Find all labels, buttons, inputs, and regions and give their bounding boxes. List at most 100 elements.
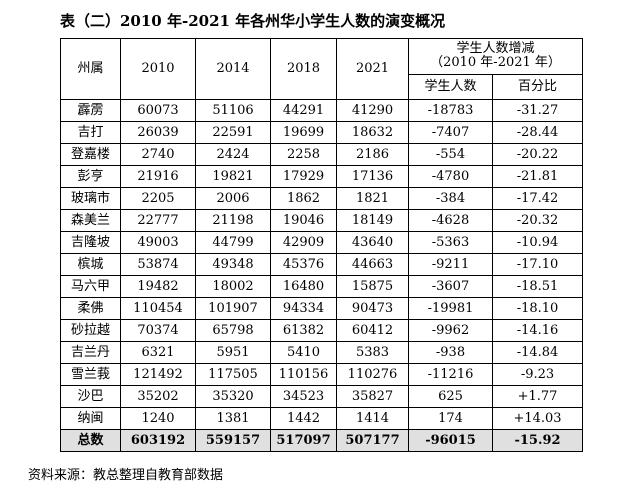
cell-2018: 1862 xyxy=(270,187,337,210)
cell-2010: 19482 xyxy=(120,275,196,298)
cell-change: -9962 xyxy=(408,319,493,342)
cell-2021: 60412 xyxy=(336,319,409,342)
cell-2021: 17136 xyxy=(336,165,409,188)
cell-2018: 2258 xyxy=(270,143,337,166)
cell-state: 吉兰丹 xyxy=(60,341,121,364)
cell-2021: 18632 xyxy=(336,121,409,144)
cell-percent: -18.51 xyxy=(491,275,584,298)
cell-change: 174 xyxy=(408,407,493,430)
cell-change: -4780 xyxy=(408,165,493,188)
header-change-group: 学生人数增减 （2010 年-2021 年） xyxy=(407,38,584,75)
table-row: 马六甲 19482 18002 16480 15875 -3607 -18.51 xyxy=(60,275,584,298)
cell-2014: 101907 xyxy=(195,297,271,320)
cell-2014: 22591 xyxy=(195,121,271,144)
header-year-2010: 2010 xyxy=(120,38,196,100)
cell-change: -18783 xyxy=(408,99,493,122)
cell-2021: 43640 xyxy=(336,231,409,254)
table-row: 砂拉越 70374 65798 61382 60412 -9962 -14.16 xyxy=(60,319,584,342)
cell-2021: 5383 xyxy=(336,341,409,364)
cell-2018: 16480 xyxy=(270,275,337,298)
table-row: 玻璃市 2205 2006 1862 1821 -384 -17.42 xyxy=(60,187,584,210)
cell-2018: 42909 xyxy=(270,231,337,254)
cell-2010: 49003 xyxy=(120,231,196,254)
cell-2014: 5951 xyxy=(195,341,271,364)
table-row: 吉打 26039 22591 19699 18632 -7407 -28.44 xyxy=(60,121,584,144)
total-2018: 517097 xyxy=(270,429,337,452)
cell-2014: 51106 xyxy=(195,99,271,122)
header-state: 州属 xyxy=(60,38,121,100)
cell-state: 雪兰莪 xyxy=(60,363,121,386)
cell-percent: +1.77 xyxy=(491,385,584,408)
cell-2010: 22777 xyxy=(120,209,196,232)
cell-change: -384 xyxy=(408,187,493,210)
cell-2018: 61382 xyxy=(270,319,337,342)
total-2010: 603192 xyxy=(120,429,196,452)
cell-2010: 26039 xyxy=(120,121,196,144)
cell-2018: 19046 xyxy=(270,209,337,232)
table-row: 登嘉楼 2740 2424 2258 2186 -554 -20.22 xyxy=(60,143,584,166)
cell-2021: 1414 xyxy=(336,407,409,430)
header-year-2014: 2014 xyxy=(195,38,271,100)
table-body: 霹雳 60073 51106 44291 41290 -18783 -31.27… xyxy=(60,99,584,452)
cell-2018: 110156 xyxy=(270,363,337,386)
total-label: 总数 xyxy=(60,429,121,452)
cell-2014: 1381 xyxy=(195,407,271,430)
student-count-table: 州属 2010 2014 2018 2021 学生人数增减 （2010 年-20… xyxy=(60,38,584,452)
cell-2014: 2424 xyxy=(195,143,271,166)
cell-state: 马六甲 xyxy=(60,275,121,298)
cell-percent: -14.84 xyxy=(491,341,584,364)
total-row: 总数 603192 559157 517097 507177 -96015 -1… xyxy=(60,429,584,452)
table-row: 吉隆坡 49003 44799 42909 43640 -5363 -10.94 xyxy=(60,231,584,254)
cell-change: -9211 xyxy=(408,253,493,276)
cell-2018: 1442 xyxy=(270,407,337,430)
cell-2014: 21198 xyxy=(195,209,271,232)
table-row: 森美兰 22777 21198 19046 18149 -4628 -20.32 xyxy=(60,209,584,232)
total-2014: 559157 xyxy=(195,429,271,452)
cell-2021: 41290 xyxy=(336,99,409,122)
header-change-count: 学生人数 xyxy=(408,73,493,101)
cell-percent: -31.27 xyxy=(491,99,584,122)
cell-change: -7407 xyxy=(408,121,493,144)
total-percent: -15.92 xyxy=(491,429,584,452)
cell-state: 柔佛 xyxy=(60,297,121,320)
cell-state: 彭亨 xyxy=(60,165,121,188)
total-change: -96015 xyxy=(408,429,493,452)
cell-2014: 35320 xyxy=(195,385,271,408)
cell-state: 霹雳 xyxy=(60,99,121,122)
cell-state: 吉打 xyxy=(60,121,121,144)
cell-2014: 18002 xyxy=(195,275,271,298)
table-row: 槟城 53874 49348 45376 44663 -9211 -17.10 xyxy=(60,253,584,276)
table-row: 纳闽 1240 1381 1442 1414 174 +14.03 xyxy=(60,407,584,430)
cell-2010: 53874 xyxy=(120,253,196,276)
cell-2014: 49348 xyxy=(195,253,271,276)
cell-2018: 5410 xyxy=(270,341,337,364)
cell-2021: 90473 xyxy=(336,297,409,320)
cell-percent: +14.03 xyxy=(491,407,584,430)
cell-state: 砂拉越 xyxy=(60,319,121,342)
table-title: 表（二）2010 年-2021 年各州华小学生人数的演变概况 xyxy=(60,12,446,30)
cell-state: 登嘉楼 xyxy=(60,143,121,166)
cell-percent: -20.32 xyxy=(491,209,584,232)
cell-2018: 94334 xyxy=(270,297,337,320)
cell-2018: 44291 xyxy=(270,99,337,122)
cell-2021: 110276 xyxy=(336,363,409,386)
header-change-percent: 百分比 xyxy=(491,73,584,101)
cell-2010: 2205 xyxy=(120,187,196,210)
header-year-2021: 2021 xyxy=(336,38,409,100)
total-2021: 507177 xyxy=(336,429,409,452)
cell-state: 槟城 xyxy=(60,253,121,276)
cell-state: 吉隆坡 xyxy=(60,231,121,254)
table-row: 霹雳 60073 51106 44291 41290 -18783 -31.27 xyxy=(60,99,584,122)
cell-2014: 19821 xyxy=(195,165,271,188)
cell-percent: -9.23 xyxy=(491,363,584,386)
cell-percent: -17.10 xyxy=(491,253,584,276)
cell-2014: 117505 xyxy=(195,363,271,386)
table-row: 吉兰丹 6321 5951 5410 5383 -938 -14.84 xyxy=(60,341,584,364)
cell-change: -938 xyxy=(408,341,493,364)
cell-2010: 2740 xyxy=(120,143,196,166)
cell-2018: 17929 xyxy=(270,165,337,188)
cell-percent: -14.16 xyxy=(491,319,584,342)
header-change-group-line1: 学生人数增减 xyxy=(456,41,535,57)
cell-2018: 34523 xyxy=(270,385,337,408)
cell-2010: 110454 xyxy=(120,297,196,320)
